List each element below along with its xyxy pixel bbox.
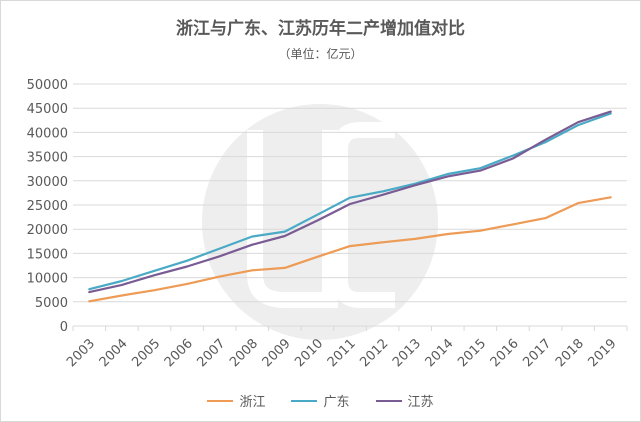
watermark-logo [202,104,438,340]
x-tick-label: 2010 [292,336,326,370]
legend-swatch [207,399,234,402]
y-tick-label: 15000 [27,247,68,262]
x-tick-label: 2017 [520,336,554,370]
chart-title: 浙江与广东、江苏历年二产增加值对比 [176,19,465,39]
legend-item: 江苏 [375,391,434,410]
series-lines [88,110,612,303]
series-line-2 [88,110,612,294]
y-tick-label: 30000 [27,175,68,190]
y-tick-label: 35000 [27,151,68,166]
x-tick-label: 2018 [553,336,587,370]
legend-label: 浙江 [239,395,266,410]
x-tick-label: 2004 [97,336,131,370]
gridlines [73,83,627,327]
y-tick-label: 25000 [27,199,68,214]
x-tick-label: 2007 [194,336,228,370]
x-tick-label: 2005 [129,336,163,370]
series-line-0 [88,196,612,303]
y-tick-label: 20000 [27,223,68,238]
legend: 浙江 广东 江苏 [0,391,641,410]
legend-item: 广东 [291,391,350,410]
legend-label: 广东 [323,395,350,410]
x-tick-label: 2012 [357,336,391,370]
chart-subtitle: （单位：亿元） [278,47,363,61]
x-tick-label: 2013 [390,336,424,370]
x-tick-label: 2015 [455,336,489,370]
y-axis: 0 5000 10000 15000 20000 25000 30000 35000 40000… [27,78,68,335]
legend-item: 浙江 [207,391,265,410]
x-tick-label: 2009 [260,336,294,370]
y-tick-label: 50000 [27,78,68,93]
x-tick-label: 2019 [586,336,620,370]
x-tick-label: 2003 [64,336,98,370]
x-tick-label: 2014 [423,336,457,370]
y-tick-label: 45000 [27,102,68,117]
y-tick-label: 5000 [35,296,68,311]
legend-swatch [375,399,402,402]
y-tick-label: 10000 [27,272,68,287]
x-tick-label: 2008 [227,336,261,370]
x-tick-label: 2006 [162,336,196,370]
y-tick-label: 0 [60,320,68,335]
x-tick-label: 2011 [325,336,359,370]
x-tick-label: 2016 [488,336,522,370]
legend-swatch [291,399,318,402]
y-tick-label: 40000 [27,126,68,141]
legend-label: 江苏 [407,395,434,410]
